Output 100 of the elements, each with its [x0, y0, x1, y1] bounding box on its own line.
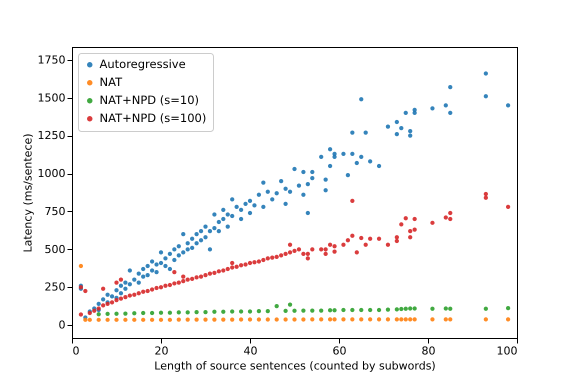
- point: [332, 308, 337, 312]
- point: [114, 312, 119, 316]
- point: [376, 308, 382, 312]
- point: [394, 317, 399, 322]
- point: [105, 312, 110, 316]
- point: [203, 318, 208, 322]
- y-axis-title: Latency (ms/sentece): [22, 133, 35, 253]
- point: [168, 310, 172, 315]
- point: [194, 310, 199, 314]
- point: [341, 317, 346, 322]
- y-tick-label: 750: [44, 204, 66, 218]
- point: [399, 317, 404, 322]
- point: [350, 317, 354, 322]
- point: [256, 317, 262, 322]
- point: [141, 318, 146, 322]
- point: [96, 318, 101, 322]
- point: [266, 317, 270, 322]
- point: [96, 312, 101, 316]
- point: [256, 309, 262, 314]
- point: [158, 310, 164, 315]
- point: [274, 304, 279, 308]
- point: [341, 308, 346, 312]
- y-tick-label: 1000: [38, 167, 66, 180]
- point: [123, 318, 128, 322]
- point: [132, 311, 136, 316]
- x-tick-label: 100: [496, 344, 518, 358]
- legend-label: NAT+NPD (s=10): [100, 92, 200, 107]
- point: [430, 317, 435, 322]
- point: [221, 310, 226, 314]
- point: [88, 318, 92, 322]
- point: [359, 317, 364, 322]
- point: [288, 302, 292, 307]
- point: [283, 308, 288, 313]
- point: [186, 318, 190, 322]
- point: [176, 318, 181, 322]
- point: [150, 318, 154, 322]
- point: [238, 309, 244, 314]
- point: [444, 306, 448, 311]
- x-tick-label: 60: [332, 344, 346, 358]
- x-axis-title: Length of source sentences (counted by subwords): [154, 360, 436, 372]
- point: [408, 317, 412, 322]
- y-tick-label: 250: [44, 280, 66, 294]
- point: [328, 308, 332, 312]
- point: [484, 306, 488, 311]
- point: [274, 317, 279, 322]
- y-tick-label: 500: [44, 242, 66, 256]
- x-tick-label: 40: [244, 344, 258, 358]
- legend-label: NAT+NPD (s=100): [100, 110, 206, 125]
- point: [105, 318, 110, 322]
- point: [158, 318, 164, 322]
- point: [448, 306, 452, 311]
- point: [506, 317, 510, 322]
- point: [359, 308, 364, 312]
- point: [150, 310, 154, 316]
- x-tick-label: 0: [72, 344, 80, 358]
- point: [350, 308, 354, 312]
- point: [238, 317, 244, 322]
- point: [194, 318, 199, 322]
- point: [484, 317, 488, 322]
- point: [404, 306, 408, 311]
- point: [292, 317, 297, 322]
- point: [292, 308, 297, 313]
- point: [203, 310, 208, 314]
- point: [376, 317, 382, 322]
- point: [248, 309, 252, 314]
- point: [412, 317, 417, 322]
- point: [212, 310, 217, 314]
- point: [386, 317, 390, 322]
- point: [368, 317, 372, 322]
- x-tick-label: 80: [422, 344, 436, 358]
- point: [404, 317, 408, 322]
- y-tick-label: 0: [58, 318, 66, 332]
- point: [176, 310, 181, 315]
- point: [230, 318, 234, 322]
- y-tick-label: 1500: [38, 91, 66, 104]
- point: [408, 306, 412, 311]
- point: [412, 306, 417, 311]
- point: [248, 317, 252, 322]
- legend-label: NAT: [100, 74, 124, 89]
- point: [310, 308, 314, 313]
- y-tick-label: 1750: [38, 53, 66, 66]
- point: [266, 309, 270, 314]
- legend-label: Autoregressive: [100, 56, 186, 71]
- point: [301, 317, 306, 322]
- point: [230, 309, 234, 314]
- point: [448, 317, 452, 322]
- point: [430, 306, 435, 311]
- point: [394, 307, 399, 312]
- point: [319, 308, 324, 313]
- point: [368, 308, 372, 312]
- point: [168, 318, 172, 322]
- point: [319, 317, 324, 322]
- point: [123, 311, 128, 316]
- point: [78, 264, 84, 268]
- x-tick-label: 20: [154, 344, 168, 358]
- point: [328, 317, 332, 322]
- point: [444, 317, 448, 322]
- point: [506, 306, 510, 310]
- point: [310, 317, 314, 322]
- point: [212, 318, 217, 322]
